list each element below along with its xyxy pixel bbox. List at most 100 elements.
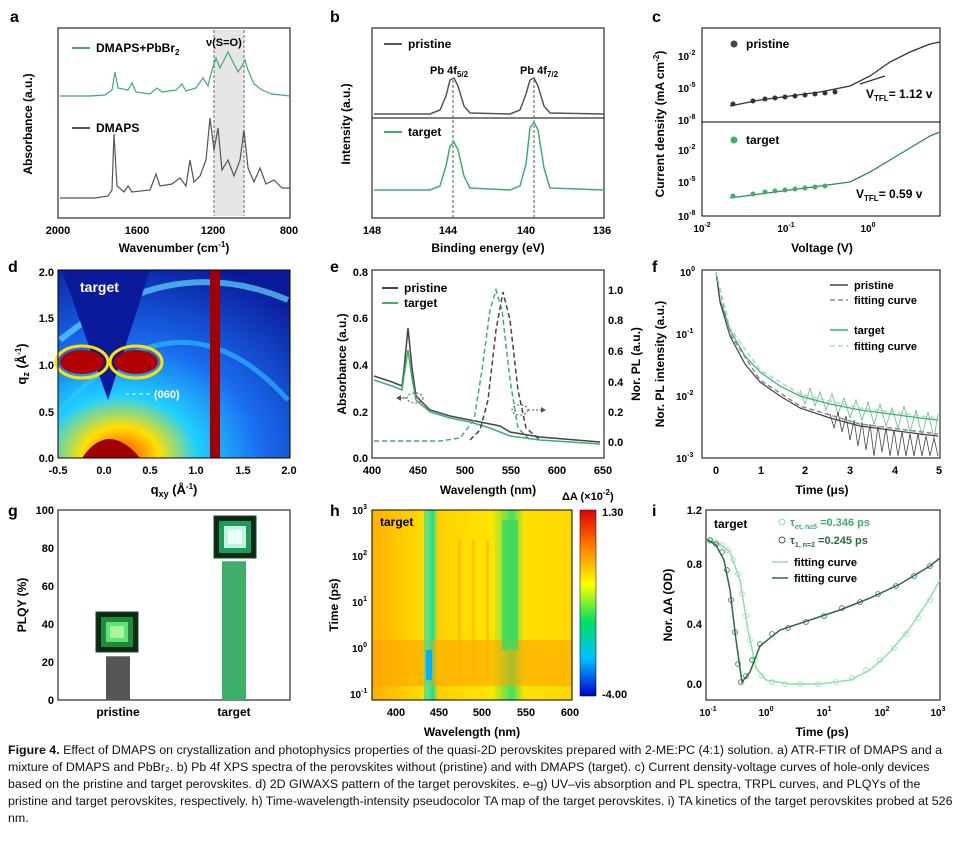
svg-text:0.6: 0.6 (353, 313, 368, 325)
legend-tau-1: τ1, n=2 =0.245 ps (790, 535, 868, 549)
map-label: target (380, 515, 413, 529)
data-dark (707, 537, 933, 685)
svg-text:0.8: 0.8 (687, 559, 702, 571)
panel-letter: i (652, 503, 656, 520)
svg-text:0.6: 0.6 (608, 346, 623, 358)
svg-text:140: 140 (517, 225, 535, 237)
x-ticks: 400 450 500 550 600 650 (363, 465, 612, 477)
svg-text:148: 148 (363, 225, 381, 237)
svg-text:80: 80 (42, 543, 54, 555)
svg-text:1.0: 1.0 (39, 360, 54, 372)
panel-letter: e (330, 259, 339, 276)
svg-text:1.0: 1.0 (608, 285, 623, 297)
svg-text:4: 4 (892, 465, 899, 477)
svg-text:1.2: 1.2 (687, 505, 702, 517)
panel-g: g 0 20 40 60 80 100 pristine target PLQY… (8, 503, 291, 719)
svg-text:3: 3 (847, 465, 853, 477)
svg-text:0.8: 0.8 (608, 315, 623, 327)
svg-text:0.5: 0.5 (142, 465, 157, 477)
svg-text:600: 600 (561, 707, 579, 719)
legend-pristine: pristine (854, 280, 894, 292)
svg-text:100: 100 (352, 642, 367, 655)
svg-text:101: 101 (352, 596, 367, 609)
svg-text:144: 144 (439, 225, 458, 237)
fit-target (715, 271, 939, 419)
trpl-target-noise (799, 386, 939, 439)
svg-text:1.5: 1.5 (235, 465, 250, 477)
y-axis-label: PLQY (%) (15, 578, 29, 632)
legend-target: target (404, 296, 437, 310)
y-axis-label: Nor. PL intensity (a.u.) (653, 301, 667, 427)
annotation-so: ν(S=O) (206, 37, 242, 49)
svg-text:103: 103 (930, 706, 945, 719)
x-ticks: 0 1 2 3 4 5 (713, 465, 942, 477)
legend-fit-target: fitting curve (854, 341, 917, 353)
figure-panels: a DMAPS+PbBr2 DMAPS ν(S=O) 2000 1600 120… (8, 9, 946, 739)
svg-text:0: 0 (48, 695, 54, 707)
panel-letter: d (8, 259, 18, 276)
x-label-pristine: pristine (96, 705, 140, 719)
svg-text:10-2: 10-2 (678, 50, 695, 63)
svg-text:10-2: 10-2 (678, 144, 695, 157)
legend-fit-light: fitting curve (794, 557, 857, 569)
svg-text:0.0: 0.0 (687, 679, 702, 691)
legend-dmaps-pbbr2: DMAPS+PbBr2 (96, 41, 180, 57)
svg-text:450: 450 (409, 465, 427, 477)
svg-text:0.4: 0.4 (687, 619, 703, 631)
plot-frame (57, 27, 291, 219)
svg-text:10-2: 10-2 (693, 222, 710, 235)
y-ticks: 0 20 40 60 80 100 (36, 505, 54, 707)
svg-text:102: 102 (352, 550, 367, 563)
colorbar-min: -4.00 (602, 689, 627, 701)
fit-pristine (715, 271, 939, 435)
legend-pristine: pristine (746, 37, 790, 51)
trpl-pristine-noise (829, 411, 939, 457)
panel-f: f pristine fitting curve target fitting … (652, 259, 942, 497)
x-axis-label: Wavelength (nm) (440, 483, 536, 497)
svg-text:550: 550 (502, 465, 520, 477)
abs-target (373, 349, 601, 445)
shaded-region (214, 30, 244, 216)
svg-text:550: 550 (517, 707, 535, 719)
panel-letter: a (10, 9, 19, 26)
film-photo-target (213, 515, 257, 559)
y-ticks: 100 10-1 10-2 10-3 (676, 266, 695, 465)
panel-label: target (714, 517, 747, 531)
svg-text:800: 800 (280, 225, 298, 237)
x-ticks: 148 144 140 136 (363, 225, 611, 237)
svg-text:103: 103 (352, 504, 367, 517)
legend-pristine: pristine (408, 37, 452, 51)
svg-text:60: 60 (42, 581, 54, 593)
y-axis-label: Nor. ΔA (OD) (661, 569, 675, 642)
xps-target (374, 120, 605, 191)
legend-dmaps: DMAPS (96, 121, 139, 135)
svg-text:101: 101 (816, 706, 831, 719)
svg-text:136: 136 (593, 225, 611, 237)
panel-h: h target ΔA (×10-2) 1.30 -4.00 103 102 1… (327, 488, 627, 739)
svg-text:0.0: 0.0 (353, 453, 368, 465)
x-ticks: -0.5 0.0 0.5 1.0 1.5 2.0 (49, 465, 297, 477)
x-axis-label: Time (μs) (795, 483, 848, 497)
panel-letter: b (330, 9, 340, 26)
colorbar (579, 509, 597, 697)
svg-text:0.5: 0.5 (39, 407, 54, 419)
y-axis-label: Time (ps) (327, 578, 341, 631)
panel-e: e pristine target 400 450 500 550 600 65… (330, 259, 643, 497)
caption-text: Effect of DMAPS on crystallization and p… (8, 743, 953, 825)
svg-text:0.4: 0.4 (353, 360, 369, 372)
y-axis-label: Intensity (a.u.) (339, 83, 353, 164)
svg-text:600: 600 (548, 465, 566, 477)
y2-ticks: 0.0 0.2 0.4 0.6 0.8 1.0 (608, 285, 624, 449)
panel-c: c pristine target VTFL= 1.12 v VTFL= 0.5… (652, 9, 941, 255)
svg-text:0.8: 0.8 (353, 267, 368, 279)
panel-letter: h (330, 503, 340, 520)
svg-text:100: 100 (758, 706, 773, 719)
panel-letter: g (8, 503, 18, 520)
trpl-pristine (715, 271, 939, 437)
x-axis-label: Time (ps) (795, 725, 848, 739)
svg-text:10-5: 10-5 (678, 82, 695, 95)
pl-pristine (469, 291, 541, 441)
y-axis-label: Absorbance (a.u.) (335, 313, 349, 414)
y-axis-label: Current density (mA cm-2) (652, 51, 667, 198)
x-axis-label: Voltage (V) (791, 241, 853, 255)
